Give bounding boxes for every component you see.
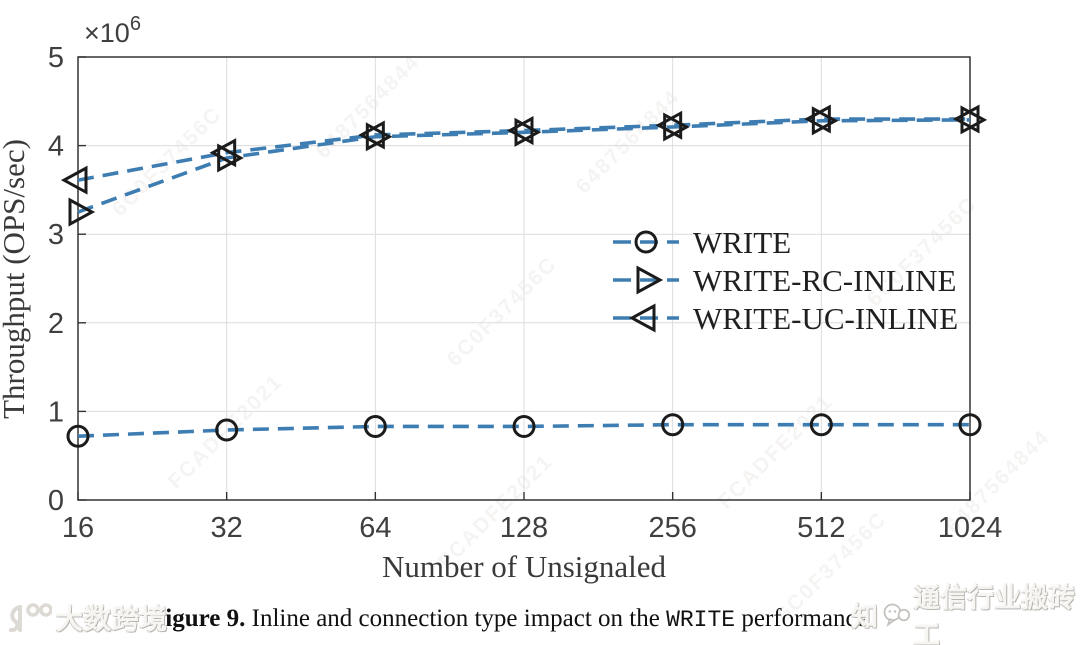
y-axis-label: Throughput (OPS/sec)	[0, 139, 31, 419]
series-marker-WRITE-RC-INLINE	[68, 197, 96, 227]
x-tick-label: 64	[359, 512, 391, 544]
series-marker-WRITE	[363, 414, 387, 438]
bottom-right-watermark-text: 通信行业搬砖工	[913, 583, 1076, 645]
legend-label: WRITE-RC-INLINE	[693, 263, 956, 298]
series-marker-WRITE	[215, 418, 239, 442]
y-tick-label: 2	[48, 308, 64, 340]
x-axis-label: Number of Unsignaled	[382, 549, 667, 584]
series-marker-WRITE	[809, 413, 833, 437]
series-marker-WRITE-UC-INLINE	[506, 116, 534, 146]
legend-item-WRITE-RC-INLINE: WRITE-RC-INLINE	[613, 263, 956, 298]
series-marker-WRITE	[661, 413, 685, 437]
legend-label: WRITE	[693, 225, 791, 260]
series-marker-WRITE-RC-INLINE	[960, 105, 988, 135]
legend-marker-circle	[634, 230, 658, 254]
series-marker-WRITE	[66, 424, 90, 448]
zhihu-watermark-prefix: 知	[852, 601, 879, 632]
chat-bubble-icon	[883, 603, 911, 627]
chart-canvas: 16 32 64 128 256 512 1024 0 1 2 3 4 5 ×106 Throughput …	[0, 13, 1003, 584]
bottom-right-watermark: 知 通信行业搬砖工	[852, 578, 1080, 645]
series-marker-WRITE	[512, 414, 536, 438]
legend-item-WRITE: WRITE	[613, 225, 791, 260]
caption-code-write: WRITE	[666, 607, 736, 633]
series-marker-WRITE-UC-INLINE	[804, 104, 831, 134]
series-marker-WRITE-UC-INLINE	[952, 104, 980, 134]
x-tick-label: 32	[211, 512, 243, 544]
legend-label: WRITE-UC-INLINE	[693, 301, 958, 336]
y-tick-label: 4	[48, 131, 64, 163]
y-tick-label: 0	[48, 485, 64, 517]
y-axis-exponent-label: ×106	[84, 13, 141, 48]
series-line-WRITE-RC-INLINE	[77, 118, 971, 214]
x-tick-label: 512	[797, 512, 845, 544]
caption-text-after: performance.	[735, 605, 874, 632]
dashukuajing-logo-icon	[9, 602, 52, 632]
caption-figure-number: Figure 9.	[150, 605, 246, 632]
series-marker-WRITE-UC-INLINE	[358, 120, 385, 150]
x-tick-label: 256	[648, 512, 696, 544]
series-marker-WRITE	[958, 413, 982, 437]
x-tick-label: 16	[62, 512, 94, 544]
x-tick-label: 1024	[938, 512, 1003, 544]
x-tick-label: 128	[500, 512, 548, 544]
y-tick-label: 1	[48, 396, 64, 428]
bottom-left-watermark-text: 大数跨境	[56, 605, 168, 635]
series-marker-WRITE-UC-INLINE	[209, 138, 237, 168]
series-marker-WRITE-UC-INLINE	[655, 110, 683, 140]
bottom-left-watermark: 大数跨境	[6, 598, 168, 637]
legend-marker-triangle-right	[636, 265, 664, 295]
series-marker-WRITE-UC-INLINE	[60, 165, 88, 195]
legend-marker-triangle-left	[628, 303, 656, 333]
caption-text-before: Inline and connection type impact on the	[245, 605, 667, 632]
y-tick-label: 5	[48, 42, 64, 74]
legend-item-WRITE-UC-INLINE: WRITE-UC-INLINE	[613, 301, 958, 336]
y-tick-label: 3	[48, 219, 64, 251]
series-line-WRITE-UC-INLINE	[77, 117, 970, 182]
series-marker-WRITE-RC-INLINE	[217, 143, 244, 173]
figure-caption: Figure 9. Inline and connection type imp…	[150, 605, 874, 633]
